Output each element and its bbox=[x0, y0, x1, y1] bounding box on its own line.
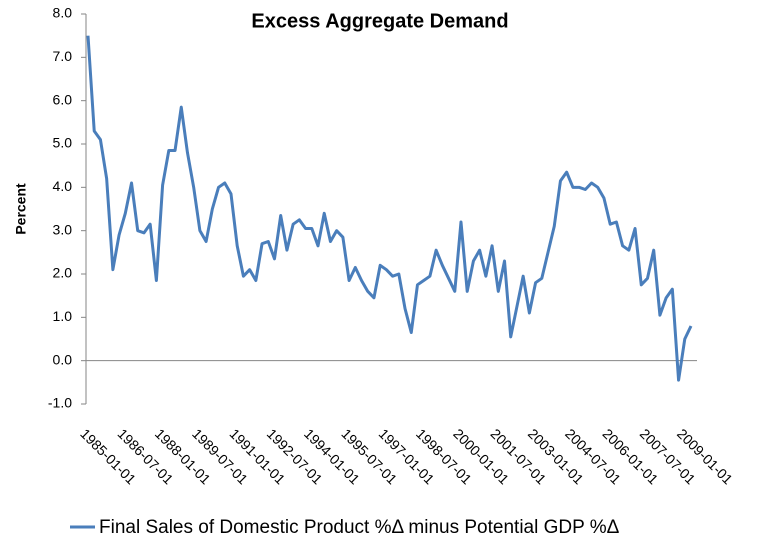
y-tick-label: 2.0 bbox=[53, 265, 73, 281]
y-tick-label: 0.0 bbox=[53, 351, 73, 367]
y-tick-label: 6.0 bbox=[53, 91, 73, 107]
y-tick-label: -1.0 bbox=[48, 395, 72, 411]
y-tick-label: 4.0 bbox=[53, 178, 73, 194]
data-line bbox=[86, 35, 693, 382]
y-axis-title: Percent bbox=[13, 183, 29, 235]
legend-label: Final Sales of Domestic Product %Δ minus… bbox=[99, 517, 620, 538]
y-tick-label: 1.0 bbox=[53, 308, 73, 324]
y-tick-label: 5.0 bbox=[53, 135, 73, 151]
y-tick-label: 7.0 bbox=[53, 48, 73, 64]
y-tick-label: 3.0 bbox=[53, 221, 73, 237]
y-tick-label: 8.0 bbox=[53, 5, 73, 21]
chart-title: Excess Aggregate Demand bbox=[251, 10, 508, 32]
